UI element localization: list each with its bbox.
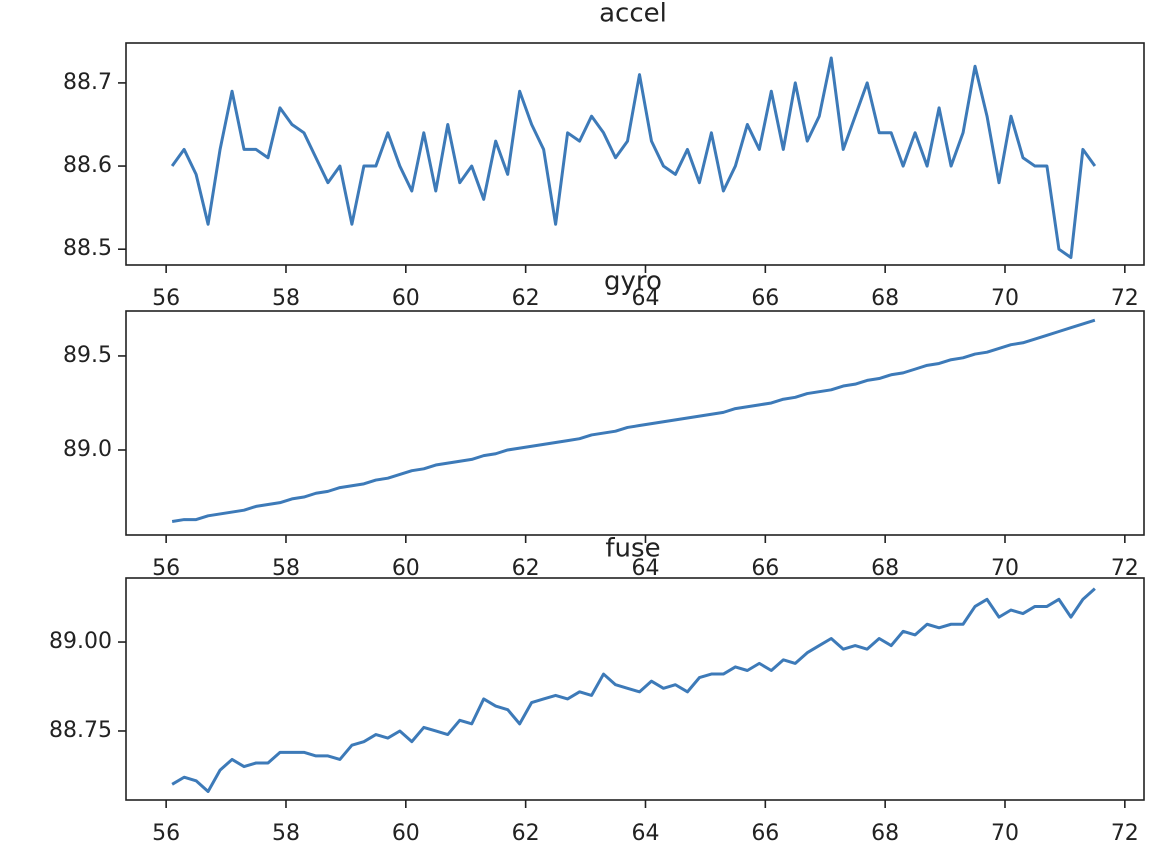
x-tick-label: 60	[392, 821, 420, 846]
x-tick-label: 56	[152, 556, 180, 581]
x-tick-label: 68	[871, 286, 899, 311]
x-tick-label: 70	[991, 286, 1019, 311]
y-tick-label: 88.75	[49, 718, 112, 743]
x-tick-label: 66	[751, 821, 779, 846]
x-tick-label: 64	[631, 821, 659, 846]
x-tick-label: 72	[1111, 821, 1139, 846]
data-line	[171, 587, 1096, 793]
x-tick-label: 56	[152, 821, 180, 846]
x-tick-label: 58	[272, 556, 300, 581]
x-tick-label: 64	[631, 286, 659, 311]
y-tick-label: 89.0	[63, 437, 112, 462]
x-tick-label: 66	[751, 286, 779, 311]
x-tick-label: 60	[392, 286, 420, 311]
y-tick-label: 89.5	[63, 343, 112, 368]
x-tick-label: 60	[392, 556, 420, 581]
axes-title: fuse	[605, 534, 660, 564]
axes-title: gyro	[604, 267, 662, 297]
axes-frame	[125, 42, 1145, 266]
x-tick-label: 72	[1111, 556, 1139, 581]
x-tick-label: 62	[512, 286, 540, 311]
x-tick-label: 56	[152, 286, 180, 311]
x-tick-label: 62	[512, 821, 540, 846]
x-tick-label: 66	[751, 556, 779, 581]
x-tick-label: 58	[272, 286, 300, 311]
x-tick-label: 62	[512, 556, 540, 581]
axes-title: accel	[599, 0, 667, 29]
y-tick-label: 89.00	[49, 629, 112, 654]
x-tick-label: 68	[871, 556, 899, 581]
y-tick-label: 88.6	[63, 153, 112, 178]
y-tick-label: 88.7	[63, 70, 112, 95]
data-line	[171, 318, 1096, 523]
data-line	[170, 56, 1097, 260]
x-tick-label: 72	[1111, 286, 1139, 311]
x-tick-label: 58	[272, 821, 300, 846]
x-tick-label: 70	[991, 821, 1019, 846]
x-tick-label: 68	[871, 821, 899, 846]
x-tick-label: 70	[991, 556, 1019, 581]
y-tick-label: 88.5	[63, 236, 112, 261]
x-tick-label: 64	[631, 556, 659, 581]
